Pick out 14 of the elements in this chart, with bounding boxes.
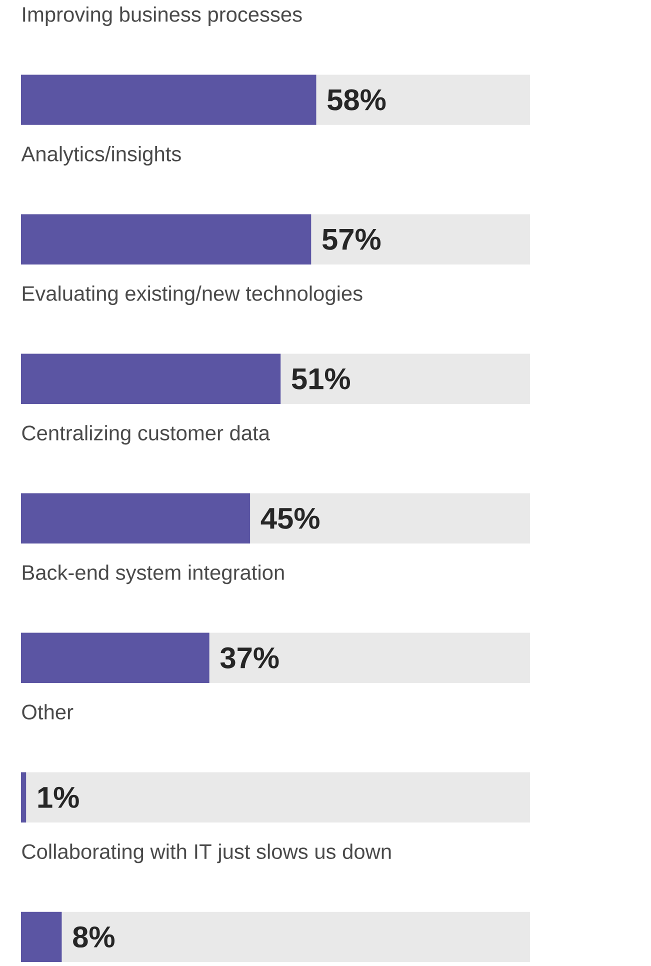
y-tick-label: Improving business processes — [23, 6, 302, 26]
y-tick-label: Collaborating with IT just slows us down — [22, 844, 391, 864]
data-label: 8% — [73, 926, 115, 948]
data-label: 58% — [328, 89, 386, 110]
data-label: 37% — [220, 647, 279, 668]
y-tick-label: Other — [22, 704, 74, 720]
y-tick-label: Centralizing customer data — [22, 425, 270, 445]
data-label: 57% — [322, 228, 381, 250]
data-label: 45% — [260, 508, 320, 529]
data-label: 1% — [38, 786, 79, 808]
y-tick-label: Analytics/insights — [21, 146, 181, 166]
y-tick-label: Evaluating existing/new technologies — [22, 286, 362, 306]
data-label: 51% — [292, 368, 350, 390]
y-tick-label: Back-end system integration — [22, 564, 284, 584]
